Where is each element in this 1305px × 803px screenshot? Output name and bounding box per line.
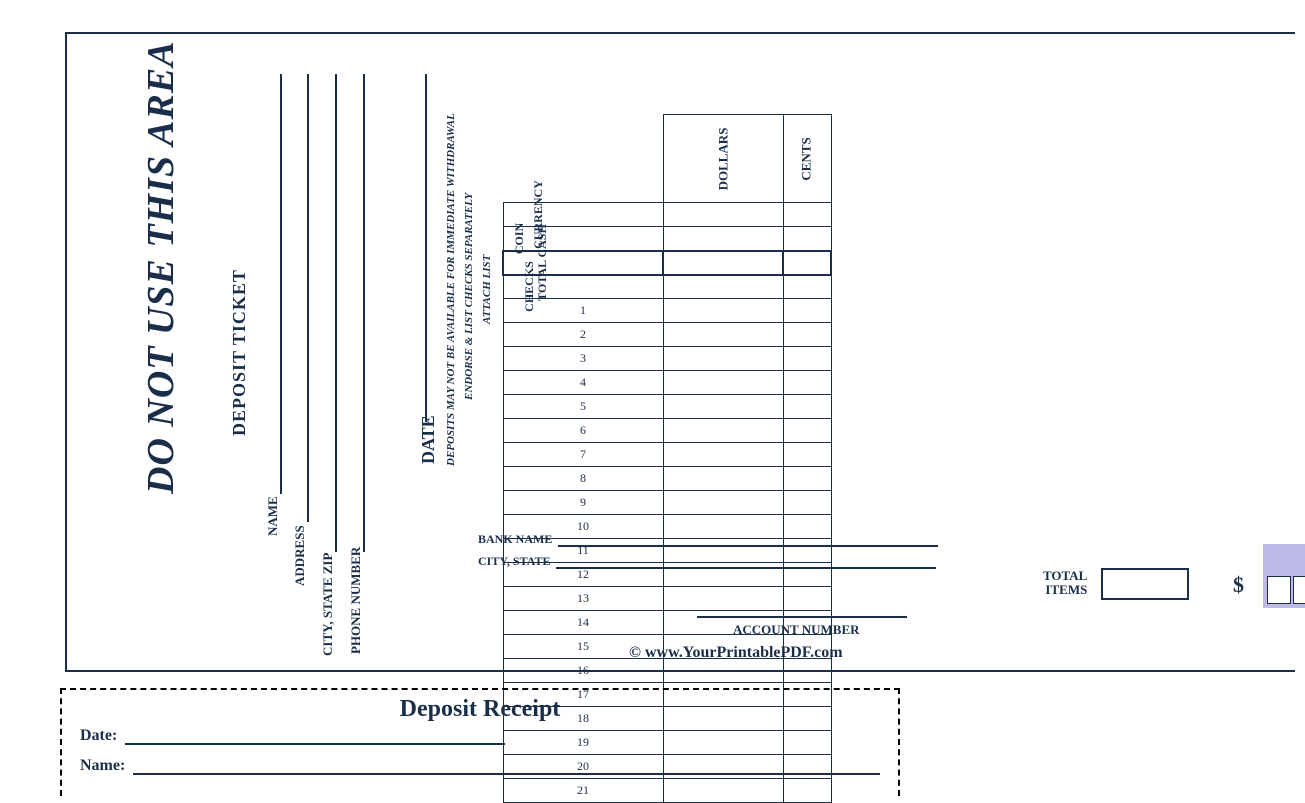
fineprint-endorse: ENDORSE & LIST CHECKS SEPARATELY xyxy=(463,193,475,400)
row-checks: CHECKS xyxy=(521,261,536,312)
check-row-2: 2 xyxy=(503,323,663,347)
date-line xyxy=(425,74,427,422)
deposit-ticket-frame: DO NOT USE THIS AREA DEPOSIT TICKET NAME… xyxy=(65,32,1295,672)
amount-entry-boxes[interactable] xyxy=(1263,544,1305,608)
bank-name-label: BANK NAME xyxy=(478,532,552,547)
city-state-label: CITY, STATE xyxy=(478,554,550,569)
check-row-9: 9 xyxy=(503,491,663,515)
citystatezip-label: CITY, STATE ZIP xyxy=(320,553,336,656)
receipt-name-row[interactable]: Name: xyxy=(80,757,880,775)
row-totalcash: TOTAL CASH xyxy=(535,224,550,301)
receipt-date-label: Date: xyxy=(80,727,117,745)
city-state-field[interactable]: CITY, STATE xyxy=(478,554,936,569)
deposit-receipt: Deposit Receipt Date: Name: xyxy=(60,688,900,796)
account-number-line xyxy=(697,616,907,618)
total-items-label: TOTALITEMS xyxy=(1043,569,1087,598)
phone-line xyxy=(363,74,365,552)
receipt-name-label: Name: xyxy=(80,757,125,775)
dollars-header: DOLLARS xyxy=(715,127,731,190)
name-line xyxy=(280,74,282,494)
name-label: NAME xyxy=(265,496,281,536)
phone-label: PHONE NUMBER xyxy=(348,547,364,654)
deposit-ticket-label: DEPOSIT TICKET xyxy=(229,269,250,436)
check-row-13: 13 xyxy=(503,587,663,611)
bank-name-field[interactable]: BANK NAME xyxy=(478,532,938,547)
address-line xyxy=(307,74,309,522)
address-label: ADDRESS xyxy=(292,525,308,586)
receipt-title: Deposit Receipt xyxy=(80,696,880,723)
date-label: DATE xyxy=(418,415,439,464)
check-row-4: 4 xyxy=(503,371,663,395)
row-coin: COIN xyxy=(512,223,527,254)
receipt-date-row[interactable]: Date: xyxy=(80,727,880,745)
check-row-16: 16 xyxy=(503,659,663,683)
check-row-6: 6 xyxy=(503,419,663,443)
copyright-label: © www.YourPrintablePDF.com xyxy=(629,644,843,662)
citystatezip-line xyxy=(335,74,337,552)
account-number-label: ACCOUNT NUMBER xyxy=(733,622,860,638)
amount-cell[interactable] xyxy=(1267,576,1291,604)
cents-header: CENTS xyxy=(799,137,815,180)
check-row-3: 3 xyxy=(503,347,663,371)
dollar-sign: $ xyxy=(1233,572,1244,598)
do-not-use-label: DO NOT USE THIS AREA xyxy=(139,40,183,494)
check-row-14: 14 xyxy=(503,611,663,635)
check-row-7: 7 xyxy=(503,443,663,467)
fineprint-attach: ATTACH LIST xyxy=(481,255,493,324)
check-row-8: 8 xyxy=(503,467,663,491)
check-row-5: 5 xyxy=(503,395,663,419)
total-items-box[interactable] xyxy=(1101,568,1189,600)
amount-cell[interactable] xyxy=(1293,576,1305,604)
fineprint-withdrawal: DEPOSITS MAY NOT BE AVAILABLE FOR IMMEDI… xyxy=(445,113,457,466)
